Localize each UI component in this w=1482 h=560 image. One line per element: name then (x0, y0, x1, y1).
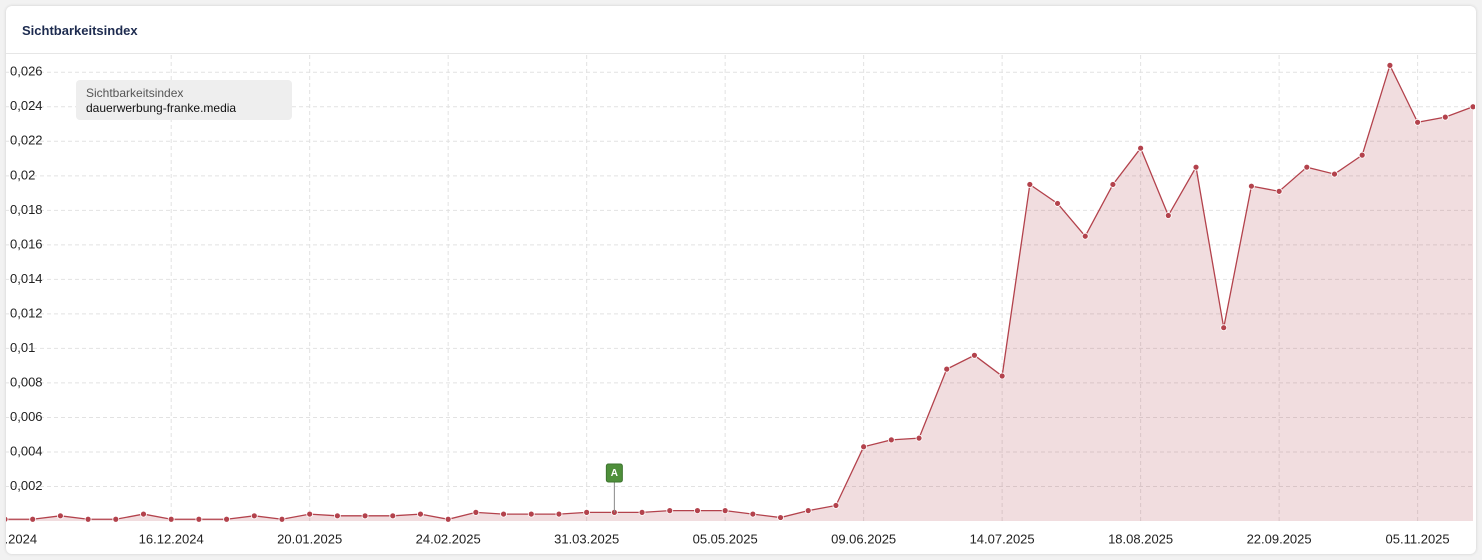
point (1386, 61, 1394, 69)
point (583, 508, 591, 516)
card-title: Sichtbarkeitsindex (6, 6, 1476, 54)
point (666, 507, 674, 515)
point (1026, 181, 1034, 188)
point (1358, 151, 1366, 159)
point (1275, 187, 1283, 195)
y-tick-label: 0,018 (10, 202, 43, 217)
y-tick-label: 0,004 (10, 443, 43, 458)
point (1137, 144, 1145, 152)
point (56, 512, 64, 520)
point (472, 508, 480, 516)
y-tick-label: 0,012 (10, 305, 43, 320)
point (1109, 181, 1117, 188)
point (278, 515, 286, 523)
point (860, 443, 868, 451)
x-tick-label: 31.03.2025 (554, 531, 619, 546)
x-tick-label: 22.09.2025 (1247, 531, 1312, 546)
point (1081, 232, 1089, 240)
plot (6, 55, 1475, 523)
point (389, 512, 397, 520)
annotation-label: A (611, 468, 618, 479)
point (998, 372, 1006, 380)
point (832, 502, 840, 509)
point (140, 510, 147, 518)
area (6, 65, 1473, 521)
point (1441, 113, 1449, 121)
y-tick-label: 0,024 (10, 98, 43, 113)
point (1192, 163, 1200, 171)
point (500, 510, 507, 518)
point (223, 515, 230, 523)
y-tick-label: 0,014 (10, 271, 43, 286)
y-tick-label: 0,016 (10, 236, 43, 251)
point (195, 515, 203, 523)
point (527, 510, 535, 518)
point (638, 508, 646, 516)
point (6, 516, 9, 523)
point (1164, 212, 1172, 219)
point (1331, 170, 1338, 178)
point (1220, 324, 1228, 332)
line (6, 63, 1474, 520)
point (112, 515, 120, 523)
point (167, 515, 175, 523)
y-tick-label: 0,01 (10, 340, 35, 355)
x-tick-label: 16.12.2024 (139, 531, 204, 546)
point (555, 510, 563, 518)
point (1469, 103, 1475, 111)
point (250, 512, 258, 520)
point (777, 514, 784, 521)
x-tick-label: 20.01.2025 (277, 531, 342, 546)
x-labels: 04.11.2024 16.12.2024 20.01.2025 24.02.2025… (6, 531, 1450, 546)
y-tick-label: 0,006 (10, 409, 43, 424)
point (361, 512, 369, 520)
point (1414, 118, 1422, 126)
point (1303, 163, 1311, 171)
chart: 0,002 0,004 0,006 0,008 0,01 0,012 0,014 0,016 0… (6, 55, 1475, 546)
point (804, 507, 812, 515)
legend: Sichtbarkeitsindex dauerwerbung-franke.m… (76, 80, 292, 120)
y-tick-label: 0,026 (10, 64, 43, 79)
y-tick-label: 0,002 (10, 478, 43, 493)
point (749, 510, 757, 518)
chart-card: Sichtbarkeitsindex 0,002 0,004 0,006 0,008 0… (6, 6, 1476, 554)
point (417, 510, 424, 518)
y-tick-label: 0,02 (10, 167, 35, 182)
legend-title: Sichtbarkeitsindex (86, 86, 184, 100)
point (444, 515, 452, 523)
x-tick-label: 18.08.2025 (1108, 531, 1173, 546)
point (84, 515, 92, 523)
point (694, 507, 701, 515)
point (306, 510, 314, 518)
point (887, 436, 895, 444)
point (971, 351, 978, 359)
point (1054, 200, 1061, 207)
y-tick-label: 0,022 (10, 133, 43, 148)
x-tick-label: 05.05.2025 (693, 531, 758, 546)
x-tick-label: 09.06.2025 (831, 531, 896, 546)
x-tick-label: 14.07.2025 (970, 531, 1035, 546)
legend-entry: dauerwerbung-franke.media (86, 101, 237, 115)
point (29, 515, 37, 523)
point (333, 512, 341, 520)
x-tick-label: 05.11.2025 (1386, 531, 1450, 546)
point (915, 434, 923, 442)
point (1248, 182, 1255, 190)
point (721, 507, 729, 515)
y-tick-label: 0,008 (10, 374, 43, 389)
annotation-flag (605, 463, 623, 483)
x-tick-label: 04.11.2024 (6, 531, 37, 546)
x-tick-label: 24.02.2025 (416, 531, 481, 546)
point (943, 365, 951, 373)
